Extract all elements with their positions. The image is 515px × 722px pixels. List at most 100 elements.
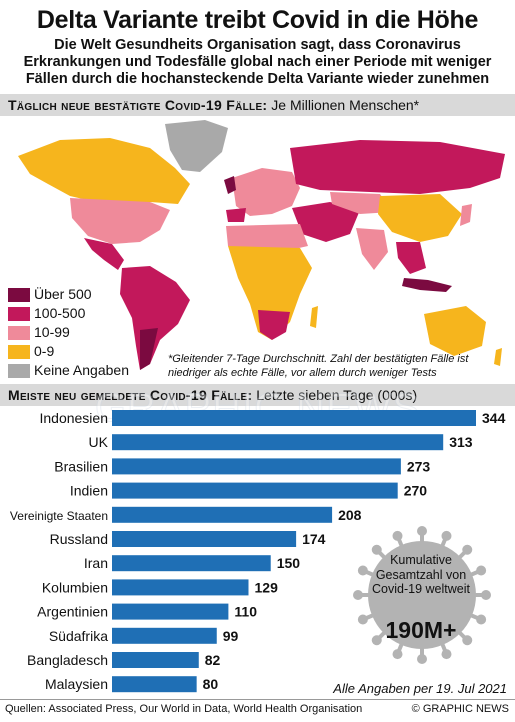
bar-value-label: 174: [302, 531, 326, 547]
bar-category-label: Russland: [50, 531, 108, 547]
map-region-middle-east: [292, 202, 360, 242]
map-region-china: [378, 194, 462, 242]
bar-category-label: Kolumbien: [42, 579, 108, 595]
bar-heading-label: Meiste neu gemeldete Covid-19 Fälle:: [8, 387, 253, 403]
map-region-southern-africa: [258, 310, 290, 340]
virus-spike-tip: [392, 530, 403, 541]
virus-icon: [353, 526, 491, 664]
virus-spike-tip: [357, 614, 368, 625]
bar-value-label: 273: [407, 458, 431, 474]
virus-spike-tip: [417, 526, 427, 536]
callout-value: 190M+: [385, 617, 457, 643]
virus-spike-tip: [476, 565, 487, 576]
bar: [112, 410, 476, 426]
bar-value-label: 129: [255, 579, 279, 595]
credit-text: © GRAPHIC NEWS: [411, 703, 509, 715]
legend-label: 10-99: [34, 324, 70, 340]
map-heading-band: Täglich neue bestätigte Covid-19 Fälle: …: [0, 94, 515, 116]
bar: [112, 458, 401, 475]
world-choropleth-map: [0, 118, 515, 380]
bar-heading-band: Meiste neu gemeldete Covid-19 Fälle: Let…: [0, 384, 515, 406]
bar-heading: Meiste neu gemeldete Covid-19 Fälle: Let…: [8, 387, 417, 403]
legend-label: 100-500: [34, 305, 86, 321]
bar-category-label: Südafrika: [49, 628, 108, 644]
bar-category-label: Brasilien: [54, 458, 108, 474]
map-heading-note: Je Millionen Menschen*: [271, 97, 420, 113]
virus-spike-tip: [392, 649, 403, 660]
chart-title: Delta Variante treibt Covid in die Höhe: [36, 6, 479, 34]
map-region-central-asia: [330, 192, 392, 214]
bar-value-label: 82: [205, 652, 221, 668]
bar: [112, 482, 398, 499]
bar: [112, 531, 297, 547]
legend-label: 0-9: [34, 343, 55, 359]
callout-text: Kumulative Gesamtzahl von Covid-19 weltw…: [372, 553, 470, 596]
bar: [112, 627, 217, 644]
map-region-uk: [224, 176, 236, 194]
map-region-greenland: [165, 120, 228, 172]
virus-spike-tip: [462, 635, 473, 646]
virus-spike-tip: [417, 654, 427, 664]
map-region-north-africa: [226, 224, 308, 250]
map-region-europe: [232, 168, 300, 216]
virus-spike-tip: [371, 544, 382, 555]
virus-spike-tip: [481, 590, 491, 600]
map-region-australia: [424, 306, 486, 356]
legend-swatch: [8, 345, 30, 359]
bar-value-label: 80: [203, 676, 219, 692]
bar-category-label: Malaysien: [45, 676, 108, 692]
map-region-japan: [460, 204, 472, 226]
bar: [112, 555, 271, 572]
bar-category-label: Bangladesch: [27, 652, 108, 668]
footer: Quellen: Associated Press, Our World in …: [0, 699, 515, 722]
map-heading: Täglich neue bestätigte Covid-19 Fälle: …: [8, 97, 419, 113]
map-region-argentina: [140, 328, 158, 370]
bar-category-label: Argentinien: [37, 604, 108, 620]
bar-value-label: 99: [223, 628, 239, 644]
map-region-mexico: [84, 238, 124, 270]
map-heading-label: Täglich neue bestätigte Covid-19 Fälle:: [8, 97, 268, 113]
map-region-iberia: [226, 208, 246, 222]
source-text: Quellen: Associated Press, Our World in …: [5, 703, 363, 715]
bar-value-label: 208: [338, 507, 362, 523]
bar-chart: Indonesien 344 UK 313 Brasilien 273 Indien 270 V…: [10, 410, 506, 693]
virus-spike-tip: [476, 614, 487, 625]
bar: [112, 603, 229, 620]
bar: [112, 506, 333, 523]
bar-category-label: Iran: [84, 555, 108, 571]
bar-category-label: UK: [89, 434, 109, 450]
map-region-africa: [228, 246, 312, 340]
virus-spike-tip: [357, 565, 368, 576]
bar-value-label: 110: [234, 604, 257, 620]
virus-spike-tip: [462, 544, 473, 555]
chart-subtitle: Die Welt Gesundheits Organisation sagt, …: [23, 37, 492, 87]
legend-swatch: [8, 307, 30, 321]
map-region-madagascar: [310, 306, 318, 328]
bar-heading-note: Letzte sieben Tage (000s): [256, 387, 418, 403]
map-region-russia: [290, 140, 505, 194]
bar-value-label: 313: [449, 434, 473, 450]
map-region-indonesia: [402, 278, 452, 292]
map-region-new-zealand: [494, 348, 502, 366]
map-footnote: *Gleitender 7-Tage Durchschnitt. Zahl de…: [168, 353, 469, 379]
bar-category-label: Vereinigte Staaten: [10, 509, 108, 523]
map-region-canada: [18, 138, 190, 206]
world-map-svg: [18, 120, 505, 370]
bar: [112, 579, 249, 596]
bar: [112, 434, 444, 451]
legend-swatch: [8, 288, 30, 302]
virus-spike-tip: [353, 590, 363, 600]
bar: [112, 676, 197, 693]
map-region-india: [356, 228, 388, 270]
bar-category-label: Indonesien: [39, 410, 108, 426]
legend-label: Über 500: [34, 286, 92, 302]
map-region-usa: [70, 198, 170, 244]
bar: [112, 652, 199, 668]
as-of-date: Alle Angaben per 19. Jul 2021: [333, 681, 507, 696]
bar-value-label: 150: [277, 555, 301, 571]
bar-category-label: Indien: [70, 483, 108, 499]
bar-value-label: 270: [404, 483, 428, 499]
virus-spike-tip: [441, 649, 452, 660]
legend-label: Keine Angaben: [34, 362, 129, 378]
virus-spike-tip: [441, 530, 452, 541]
